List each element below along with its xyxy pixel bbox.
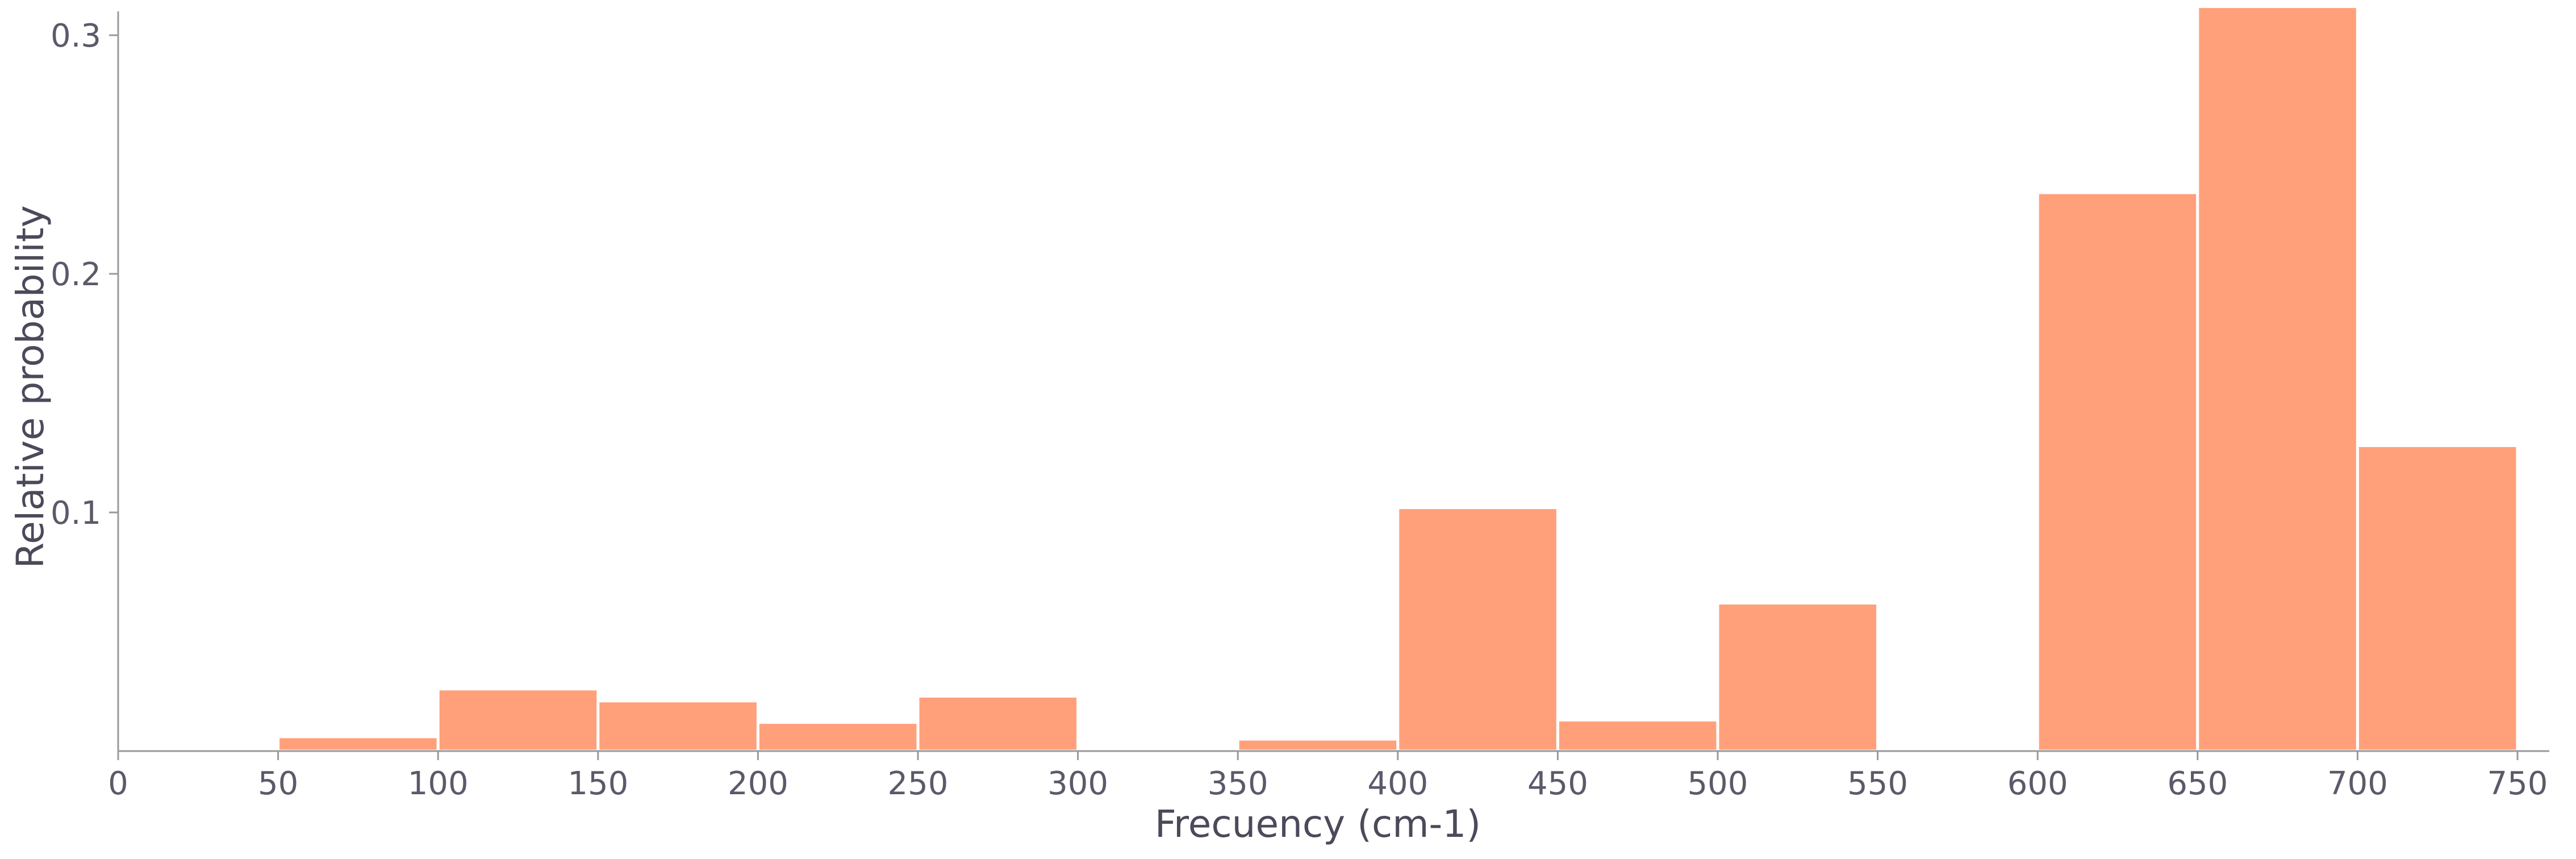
x-tick-label: 450	[1527, 765, 1588, 802]
x-tick-label: 400	[1367, 765, 1428, 802]
histogram-bar	[756, 721, 920, 753]
y-axis-title: Relative probability	[9, 205, 52, 568]
x-tick-label: 200	[728, 765, 788, 802]
histogram-bar	[2196, 5, 2359, 753]
y-tick-label: 0.2	[51, 256, 101, 293]
x-tick-label: 250	[888, 765, 949, 802]
x-tick-label: 700	[2327, 765, 2388, 802]
x-tick-label: 500	[1688, 765, 1748, 802]
histogram-bar	[2036, 191, 2199, 753]
histogram-bar	[277, 735, 440, 753]
histogram-bar	[1396, 506, 1559, 753]
histogram-bar	[1556, 718, 1719, 753]
y-tick-label: 0.3	[51, 18, 101, 55]
x-tick-label: 300	[1047, 765, 1108, 802]
x-tick-label: 100	[408, 765, 469, 802]
x-tick-label: 150	[567, 765, 628, 802]
x-tick-label: 0	[108, 765, 128, 802]
x-tick-label: 550	[1847, 765, 1908, 802]
histogram-bar	[2356, 444, 2519, 753]
x-tick-label: 50	[258, 765, 298, 802]
x-tick-label: 750	[2487, 765, 2548, 802]
histogram-bar	[1236, 737, 1400, 753]
y-ticks: 0.1 0.2 0.3	[51, 18, 118, 532]
x-tick-label: 650	[2167, 765, 2228, 802]
axes-layer	[117, 11, 2549, 752]
histogram-bar	[596, 699, 759, 753]
y-tick-label: 0.1	[51, 495, 101, 532]
bars-layer	[277, 5, 2519, 753]
histogram-bar	[916, 694, 1080, 753]
histogram-bar	[436, 687, 600, 753]
x-ticks: 0 50 100 150 200 250 300 350 400 450 500 550 600 650 7…	[108, 751, 2548, 802]
histogram-bar	[1716, 602, 1880, 753]
x-axis-title: Frecuency (cm-1)	[1155, 802, 1481, 846]
x-tick-label: 600	[2007, 765, 2068, 802]
x-tick-label: 350	[1208, 765, 1268, 802]
